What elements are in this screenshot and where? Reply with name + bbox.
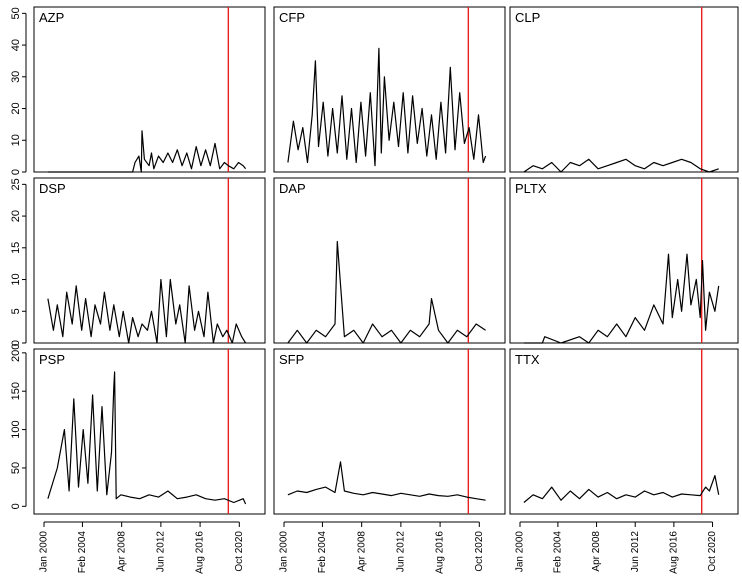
panel-label: CLP	[515, 10, 540, 25]
panel-frame	[33, 6, 266, 173]
x-tick-label: Jun 2012	[156, 531, 167, 573]
panel-label: DSP	[39, 181, 66, 196]
y-tick-label: 20	[10, 210, 22, 222]
panel-sfp: SFP	[273, 348, 506, 515]
x-tick-label: Apr 2008	[591, 531, 602, 572]
panel-label: PLTX	[515, 181, 547, 196]
x-tick-label: Jun 2012	[630, 531, 641, 573]
x-tick-label: Feb 2004	[553, 531, 564, 574]
x-axis-col-3: Jan 2000 Feb 2004 Apr 2008 Jun 2012 Aug 2016…	[515, 521, 718, 574]
panel-label: AZP	[39, 10, 64, 25]
x-tick-label: Aug 2016	[195, 531, 206, 574]
y-tick-label: 25	[10, 178, 22, 190]
panel-label: PSP	[39, 352, 65, 367]
x-tick-label: Jan 2000	[279, 531, 290, 573]
x-tick-label: Jan 2000	[515, 531, 526, 573]
panel-frame	[273, 348, 506, 515]
x-tick-label: Oct 2020	[234, 531, 245, 572]
series-line-sfp	[287, 461, 486, 501]
y-tick-label: 20	[10, 102, 22, 114]
x-tick-label: Oct 2020	[707, 531, 718, 572]
x-tick-label: Oct 2020	[474, 531, 485, 572]
x-tick-label: Aug 2016	[435, 531, 446, 574]
series-line-dsp	[47, 278, 247, 344]
y-tick-label: 10	[10, 134, 22, 146]
y-axis-row-2: 0 5 10 15 20 25	[10, 178, 27, 346]
y-axis-row-3: 0 50 100 150 200	[10, 344, 27, 509]
panel-frame	[273, 177, 506, 344]
series-line-pltx	[523, 253, 720, 344]
series-line-dap	[287, 240, 486, 344]
panel-label: TTX	[515, 352, 540, 367]
series-line-psp	[47, 371, 247, 505]
panel-frame	[509, 177, 739, 344]
panel-dap: DAP	[273, 177, 506, 344]
panel-pltx: PLTX	[509, 177, 739, 344]
y-tick-label: 30	[10, 71, 22, 83]
y-tick-label: 5	[10, 308, 22, 314]
panel-frame	[509, 348, 739, 515]
y-tick-label: 0	[10, 503, 22, 509]
panel-azp: AZP	[33, 6, 266, 173]
y-tick-label: 0	[10, 169, 22, 175]
y-tick-label: 50	[10, 462, 22, 474]
y-tick-label: 10	[10, 273, 22, 285]
x-axis-col-1: Jan 2000 Feb 2004 Apr 2008 Jun 2012 Aug 2016…	[39, 521, 245, 574]
y-tick-label: 150	[10, 382, 22, 400]
x-tick-label: Feb 2004	[317, 531, 328, 574]
x-tick-label: Aug 2016	[669, 531, 680, 574]
panel-psp: PSP	[33, 348, 266, 515]
x-tick-label: Apr 2008	[356, 531, 367, 572]
panel-dsp: DSP	[33, 177, 266, 344]
series-line-clp	[523, 158, 719, 173]
x-tick-label: Apr 2008	[116, 531, 127, 572]
x-tick-label: Jan 2000	[39, 531, 50, 573]
panel-clp: CLP	[509, 6, 739, 173]
x-tick-label: Feb 2004	[77, 531, 88, 574]
y-tick-label: 15	[10, 242, 22, 254]
series-line-ttx	[523, 475, 720, 503]
y-axis-row-1: 0 10 20 30 40 50	[10, 7, 27, 175]
y-tick-label: 0	[10, 340, 22, 346]
y-tick-label: 50	[10, 7, 22, 19]
x-axis-col-2: Jan 2000 Feb 2004 Apr 2008 Jun 2012 Aug 2016…	[279, 521, 485, 574]
panel-label: SFP	[279, 352, 304, 367]
panel-label: DAP	[279, 181, 306, 196]
series-line-cfp	[287, 47, 487, 167]
y-tick-label: 200	[10, 344, 22, 362]
y-tick-label: 100	[10, 420, 22, 438]
x-tick-label: Jun 2012	[396, 531, 407, 573]
panel-cfp: CFP	[273, 6, 506, 173]
panel-frame	[509, 6, 739, 173]
panel-frame	[273, 6, 506, 173]
y-tick-label: 40	[10, 39, 22, 51]
panel-ttx: TTX	[509, 348, 739, 515]
panel-label: CFP	[279, 10, 305, 25]
series-line-azp	[47, 130, 247, 173]
